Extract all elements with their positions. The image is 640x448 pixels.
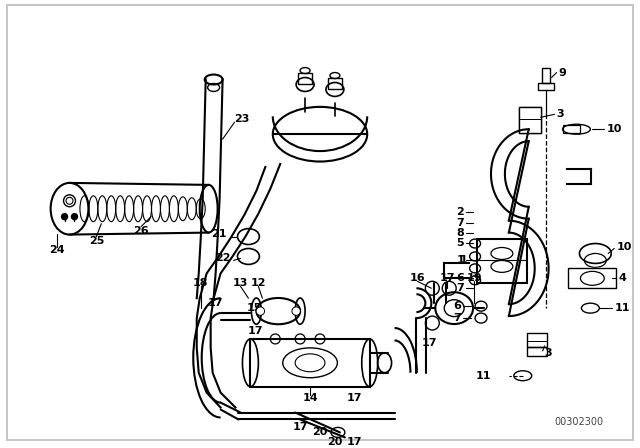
Text: 11: 11 <box>476 371 491 381</box>
Bar <box>541 68 550 83</box>
Text: 17: 17 <box>347 392 362 403</box>
Text: 7: 7 <box>453 313 461 323</box>
Text: 1: 1 <box>460 255 467 265</box>
Text: 7: 7 <box>456 283 464 293</box>
Text: 12: 12 <box>251 278 266 289</box>
Text: 17: 17 <box>440 273 455 283</box>
Bar <box>519 123 541 133</box>
Bar <box>519 108 541 133</box>
Text: 24: 24 <box>49 246 65 255</box>
Circle shape <box>293 308 299 314</box>
Text: 1: 1 <box>456 255 464 265</box>
Text: 2: 2 <box>456 207 464 217</box>
Text: 21: 21 <box>211 228 227 239</box>
Circle shape <box>72 214 77 220</box>
Bar <box>519 108 541 123</box>
Text: 3: 3 <box>545 348 552 358</box>
Text: 26: 26 <box>133 226 149 236</box>
Bar <box>568 268 616 288</box>
Text: 19: 19 <box>467 273 482 283</box>
Text: 7: 7 <box>456 218 464 228</box>
Bar <box>563 125 580 133</box>
Polygon shape <box>566 169 595 186</box>
Circle shape <box>61 214 68 220</box>
Bar <box>527 333 547 347</box>
Text: 23: 23 <box>234 114 250 124</box>
Text: 25: 25 <box>89 236 104 246</box>
Text: 11: 11 <box>614 303 630 313</box>
Text: 13: 13 <box>233 278 248 289</box>
Text: 10: 10 <box>616 241 632 251</box>
Text: 17: 17 <box>422 338 437 348</box>
Polygon shape <box>519 108 541 133</box>
Text: 16: 16 <box>410 273 425 283</box>
Bar <box>538 83 554 90</box>
Bar <box>328 78 342 90</box>
Circle shape <box>257 308 263 314</box>
Text: 9: 9 <box>559 68 566 78</box>
Text: 22: 22 <box>215 254 230 263</box>
Bar <box>250 339 370 387</box>
Text: 6: 6 <box>456 273 464 283</box>
Text: 4: 4 <box>618 273 626 283</box>
Text: 20: 20 <box>312 427 328 437</box>
Text: 00302300: 00302300 <box>554 418 603 427</box>
Text: 17: 17 <box>292 422 308 432</box>
Polygon shape <box>568 268 616 288</box>
Bar <box>527 347 547 356</box>
Text: 3: 3 <box>557 109 564 119</box>
Bar <box>477 238 527 283</box>
Text: 6: 6 <box>453 301 461 311</box>
Text: 17: 17 <box>347 437 362 448</box>
Bar <box>298 73 312 85</box>
Text: 8: 8 <box>456 228 464 237</box>
Text: 18: 18 <box>193 278 209 289</box>
Text: 20: 20 <box>327 437 342 448</box>
Text: 17: 17 <box>208 298 223 308</box>
Text: 15: 15 <box>247 303 262 313</box>
Text: 5: 5 <box>456 237 464 248</box>
Text: 17: 17 <box>248 326 263 336</box>
Text: 14: 14 <box>302 392 318 403</box>
Text: 10: 10 <box>606 124 621 134</box>
